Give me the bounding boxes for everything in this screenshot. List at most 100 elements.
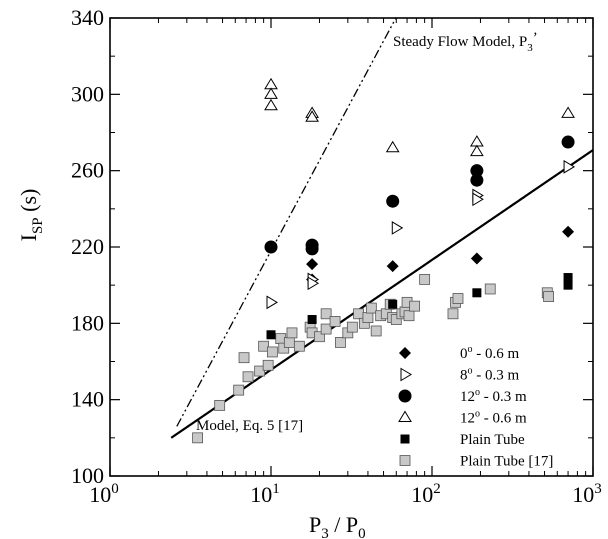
legend-label: 8o - 0.3 m xyxy=(460,366,519,384)
data-point-square-gray xyxy=(293,340,305,352)
legend-label-rest: - 0.6 m xyxy=(473,346,520,362)
axis-ticks xyxy=(109,17,594,477)
data-point-square-gray xyxy=(266,346,278,358)
data-point-square xyxy=(388,299,398,309)
data-point-triangle-up xyxy=(264,77,278,90)
data-point-square-gray xyxy=(242,371,254,383)
x-tick-label-exp: 0 xyxy=(111,481,119,497)
data-point-square-gray xyxy=(262,359,274,371)
data-point-square xyxy=(563,273,573,283)
data-point-square-gray xyxy=(278,342,290,354)
legend-marker-diamond xyxy=(399,347,411,359)
x-axis-title-sub2: 0 xyxy=(358,526,366,539)
model-eq-annotation: Model, Eq. 5 [17] xyxy=(196,418,303,434)
steady-flow-annotation-main: Steady Flow Model, P xyxy=(393,34,527,50)
x-axis-title-sub1: 3 xyxy=(321,526,329,539)
model-curves xyxy=(170,18,593,439)
data-point-circle xyxy=(305,242,319,256)
data-point-triangle-up xyxy=(264,98,278,111)
legend-label-sup: o xyxy=(475,409,480,420)
y-axis-title-sub: SP xyxy=(30,217,46,234)
legend-label-sup: o xyxy=(468,366,473,377)
data-point-square-gray xyxy=(452,293,464,304)
x-tick-label: 102 xyxy=(411,481,441,507)
data-point-square-gray xyxy=(238,352,250,364)
x-tick-label: 103 xyxy=(572,481,602,507)
legend-label: 12o - 0.3 m xyxy=(460,387,527,405)
legend-label-sup: o xyxy=(475,387,480,398)
data-point-circle xyxy=(470,164,484,178)
y-axis-title: ISP (s) xyxy=(16,189,46,242)
legend-label-sup: o xyxy=(468,344,473,355)
data-point-circle xyxy=(561,135,575,149)
y-tick-label: 340 xyxy=(71,5,104,30)
data-point-circle xyxy=(470,173,484,187)
legend-label: 0o - 0.6 m xyxy=(460,344,519,362)
data-point-square-gray xyxy=(233,384,245,396)
legend-label-main: 0 xyxy=(460,346,468,362)
data-point-square-gray xyxy=(484,283,496,295)
legend-label-main: 12 xyxy=(460,411,475,427)
y-tick-label: 100 xyxy=(71,463,104,488)
data-point-square-gray xyxy=(286,327,298,339)
x-tick-label-base: 10 xyxy=(411,482,433,507)
legend-label: Plain Tube [17] xyxy=(460,454,553,470)
data-point-triangle-up xyxy=(385,140,400,153)
legend-marker-triangle-right xyxy=(400,367,412,382)
x-axis-title-p: P xyxy=(309,512,321,537)
data-point-square-gray xyxy=(409,300,421,312)
data-point-triangle-right xyxy=(307,276,320,291)
data-point-diamond xyxy=(386,260,399,273)
legend-label-rest: - 0.6 m xyxy=(480,411,527,427)
y-tick-label: 180 xyxy=(71,310,104,335)
x-tick-label-exp: 1 xyxy=(272,481,280,497)
y-tick-label: 140 xyxy=(71,387,104,412)
legend-marker-triangle-up xyxy=(398,410,412,422)
data-point-square-gray xyxy=(447,308,459,320)
legend-label-rest: - 0.3 m xyxy=(480,389,527,405)
plot-frame xyxy=(109,17,594,477)
data-point-square-gray xyxy=(543,291,555,303)
data-point-square-gray xyxy=(353,308,364,320)
data-point-square-gray xyxy=(320,323,332,335)
x-tick-label-base: 10 xyxy=(89,482,111,507)
data-point-triangle-up xyxy=(469,135,484,147)
data-point-diamond xyxy=(562,225,575,238)
data-points xyxy=(192,77,576,444)
data-point-square-gray xyxy=(362,312,374,324)
x-tick-label-exp: 2 xyxy=(433,481,441,497)
legend-label-main: Plain Tube xyxy=(460,432,525,448)
data-point-square-gray xyxy=(192,432,203,444)
data-point-square xyxy=(563,280,573,290)
data-point-square-gray xyxy=(370,325,382,337)
data-point-square-gray xyxy=(320,308,332,320)
data-point-square-gray xyxy=(335,337,346,348)
steady-flow-annotation: Steady Flow Model, P3’ xyxy=(393,30,538,54)
data-point-square-gray xyxy=(346,321,358,333)
data-point-square-gray xyxy=(214,399,226,411)
y-axis-title-i: I xyxy=(16,234,41,241)
legend-label-main: 8 xyxy=(460,368,468,384)
data-point-triangle-up xyxy=(264,87,278,99)
x-axis-title: P3 / P0 xyxy=(309,512,366,539)
legend-label-rest: - 0.3 m xyxy=(473,368,520,384)
data-point-square xyxy=(266,330,276,340)
x-tick-label-base: 10 xyxy=(572,482,594,507)
data-point-diamond xyxy=(470,252,483,265)
steady-flow-annotation-prime: ’ xyxy=(533,30,538,46)
x-axis-title-sep: / P xyxy=(329,512,358,537)
legend-marker-square xyxy=(400,434,410,444)
data-point-circle xyxy=(264,240,278,254)
legend-label: Plain Tube xyxy=(460,432,525,448)
data-point-triangle-right xyxy=(563,159,576,174)
x-tick-label-base: 10 xyxy=(250,482,272,507)
data-point-square xyxy=(472,288,482,298)
legend-label-main: 12 xyxy=(460,389,475,405)
data-point-square-gray xyxy=(365,302,377,314)
y-tick-label: 300 xyxy=(71,81,104,106)
legend-marker-circle xyxy=(398,389,412,403)
data-point-triangle-up xyxy=(469,144,484,157)
